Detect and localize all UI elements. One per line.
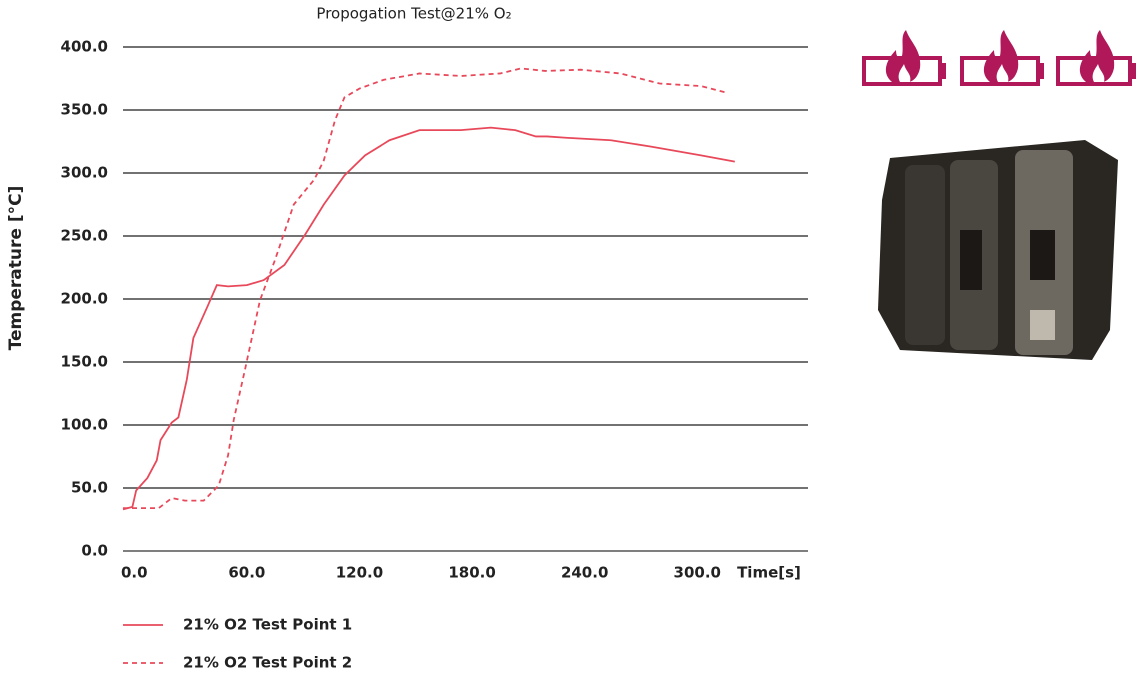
- x-tick-label: 0.0: [121, 564, 148, 582]
- x-tick-label: 240.0: [561, 564, 608, 582]
- x-tick-label: 60.0: [228, 564, 265, 582]
- battery-fire-icon: [962, 30, 1042, 84]
- data-line: [123, 128, 735, 510]
- y-tick-label: 100.0: [61, 416, 108, 434]
- data-line: [123, 68, 725, 508]
- y-tick-label: 350.0: [61, 101, 108, 119]
- y-tick-label: 0.0: [81, 542, 108, 560]
- y-tick-label: 50.0: [71, 479, 108, 497]
- y-tick-label: 400.0: [61, 38, 108, 56]
- battery-photo: [878, 140, 1118, 360]
- y-axis-label: Temperature [°C]: [6, 186, 26, 351]
- y-tick-label: 200.0: [61, 290, 108, 308]
- y-tick-label: 150.0: [61, 353, 108, 371]
- legend-label: 21% O2 Test Point 2: [183, 654, 352, 672]
- legend-label: 21% O2 Test Point 1: [183, 616, 352, 634]
- battery-fire-icon: [864, 30, 944, 84]
- y-tick-label: 250.0: [61, 227, 108, 245]
- x-tick-label: 120.0: [336, 564, 383, 582]
- x-tick-label: 180.0: [448, 564, 495, 582]
- icons: [864, 30, 1134, 84]
- x-axis-label: Time[s]: [737, 564, 801, 582]
- chart: Propogation Test@21% O₂ Temperature [°C]…: [0, 0, 1136, 678]
- chart-title: Propogation Test@21% O₂: [316, 5, 511, 23]
- y-tick-label: 300.0: [61, 164, 108, 182]
- battery-fire-icon: [1058, 30, 1134, 84]
- x-tick-label: 300.0: [674, 564, 721, 582]
